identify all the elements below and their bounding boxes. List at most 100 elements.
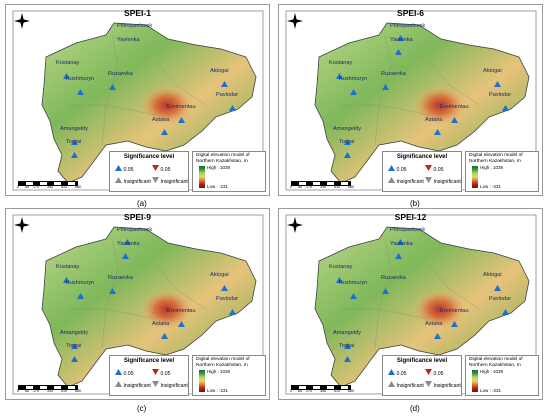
trend-marker-icon bbox=[77, 286, 84, 304]
legend-up-sig: 0.05 bbox=[388, 165, 407, 173]
city-label: Amangeldy bbox=[60, 330, 88, 336]
scale-label: 170 bbox=[33, 185, 39, 189]
panel-caption: (a) bbox=[137, 199, 147, 208]
city-label: Kushmuryn bbox=[66, 280, 95, 286]
legend-up-insig: Insignificant bbox=[388, 177, 424, 185]
legend-down-insig: Insignificant bbox=[425, 177, 461, 185]
scale-label: 85 bbox=[298, 389, 302, 393]
legend-title: Significance level bbox=[396, 358, 448, 364]
legend-up-insig: Insignificant bbox=[115, 381, 151, 389]
trend-marker-icon bbox=[344, 349, 351, 367]
city-label: Aktogai bbox=[483, 68, 502, 74]
city-label: Torgai bbox=[66, 343, 82, 349]
trend-marker-icon bbox=[382, 281, 389, 299]
trend-marker-icon bbox=[71, 132, 78, 150]
city-label: Yavlenka bbox=[117, 37, 140, 43]
scale-label: 170 bbox=[306, 389, 312, 393]
dem-legend: Digital elevation model of Northern Kaza… bbox=[192, 355, 266, 396]
trend-marker-icon bbox=[122, 246, 129, 264]
map-panel: SPEI-1 Petropavlovsk Yavlenka Kostanay Kush… bbox=[5, 4, 270, 196]
dem-legend: Digital elevation model of Northern Kaza… bbox=[465, 355, 539, 396]
city-label: Pavlodar bbox=[216, 296, 239, 302]
dem-high: High : 1039 bbox=[480, 165, 504, 170]
scale-label: 680 bbox=[75, 185, 81, 189]
scale-bar bbox=[291, 385, 351, 390]
scale-label: 85 bbox=[298, 185, 302, 189]
city-label: Kostanay bbox=[329, 60, 353, 66]
north-arrow-icon bbox=[14, 13, 30, 29]
trend-marker-icon bbox=[502, 98, 509, 116]
elevation-color-ramp bbox=[199, 370, 205, 392]
city-label: Aktogai bbox=[210, 68, 229, 74]
scale-label: 510 bbox=[61, 185, 67, 189]
city-label: Petropavlovsk bbox=[390, 227, 426, 233]
trend-marker-icon bbox=[395, 42, 402, 60]
dem-legend: Digital elevation model of Northern Kaza… bbox=[192, 151, 266, 192]
trend-marker-icon bbox=[336, 270, 343, 288]
city-label: Yavlenka bbox=[117, 241, 140, 247]
dem-title: Digital elevation model of Northern Kaza… bbox=[469, 357, 523, 368]
scale-label: 170 bbox=[33, 389, 39, 393]
scale-bar bbox=[291, 181, 351, 186]
trend-marker-icon bbox=[124, 232, 131, 250]
city-label: Kushmuryn bbox=[339, 76, 368, 82]
city-label: Torgai bbox=[339, 343, 355, 349]
city-label: Petropavlovsk bbox=[390, 23, 426, 29]
scale-label: 510 bbox=[334, 185, 340, 189]
city-label: Amangeldy bbox=[333, 126, 361, 132]
trend-marker-icon bbox=[397, 232, 404, 250]
city-label: Torgai bbox=[66, 139, 82, 145]
dem-low: Low : -231 bbox=[480, 388, 502, 393]
legend-down-sig: 0.05 bbox=[152, 165, 171, 173]
scale-label: 85 bbox=[25, 185, 29, 189]
trend-marker-icon bbox=[63, 66, 70, 84]
panel-title: SPEI-1 bbox=[124, 8, 151, 18]
panel-title: SPEI-9 bbox=[124, 212, 151, 222]
legend-down-sig: 0.05 bbox=[425, 165, 444, 173]
city-label: Kostanay bbox=[56, 264, 80, 270]
scale-label: 340 bbox=[47, 389, 53, 393]
trend-marker-icon bbox=[178, 110, 185, 128]
trend-marker-icon bbox=[221, 278, 228, 296]
scale-label: 680 bbox=[348, 185, 354, 189]
trend-marker-icon bbox=[71, 349, 78, 367]
trend-marker-icon bbox=[451, 314, 458, 332]
trend-marker-icon bbox=[229, 98, 236, 116]
city-label: Yavlenka bbox=[390, 37, 413, 43]
trend-marker-icon bbox=[161, 122, 168, 140]
legend-title: Significance level bbox=[123, 154, 175, 160]
scale-label: 680 bbox=[75, 389, 81, 393]
trend-marker-icon bbox=[109, 77, 116, 95]
legend-up-sig: 0.05 bbox=[115, 369, 134, 377]
panel-caption: (c) bbox=[137, 404, 147, 413]
city-label: Ereimentau bbox=[440, 104, 469, 110]
trend-marker-icon bbox=[395, 246, 402, 264]
elevation-color-ramp bbox=[472, 370, 478, 392]
city-label: Kostanay bbox=[56, 60, 80, 66]
trend-marker-icon bbox=[161, 326, 168, 344]
significance-legend: Significance level 0.05 0.05 Insignifica… bbox=[382, 355, 462, 396]
legend-up-insig: Insignificant bbox=[115, 177, 151, 185]
scale-label: 510 bbox=[61, 389, 67, 393]
city-label: Torgai bbox=[339, 139, 355, 145]
dem-title: Digital elevation model of Northern Kaza… bbox=[196, 357, 250, 368]
panel-caption: (d) bbox=[410, 404, 420, 413]
city-label: Aktogai bbox=[483, 272, 502, 278]
trend-marker-icon bbox=[494, 74, 501, 92]
scale-label: 0 bbox=[17, 389, 19, 393]
trend-marker-icon bbox=[71, 145, 78, 163]
scale-label: 0 bbox=[17, 185, 19, 189]
trend-marker-icon bbox=[336, 66, 343, 84]
legend-down-sig: 0.05 bbox=[152, 369, 171, 377]
city-label: Kostanay bbox=[329, 264, 353, 270]
city-label: Amangeldy bbox=[60, 126, 88, 132]
significance-legend: Significance level 0.05 0.05 Insignifica… bbox=[109, 355, 189, 396]
dem-title: Digital elevation model of Northern Kaza… bbox=[469, 153, 523, 164]
panel-caption: (b) bbox=[410, 199, 420, 208]
scale-label: 85 bbox=[25, 389, 29, 393]
city-label: Petropavlovsk bbox=[117, 227, 153, 233]
north-arrow-icon bbox=[287, 13, 303, 29]
city-label: Ruzaevka bbox=[108, 71, 133, 77]
city-label: Ereimentau bbox=[440, 308, 469, 314]
north-arrow-icon bbox=[14, 217, 30, 233]
